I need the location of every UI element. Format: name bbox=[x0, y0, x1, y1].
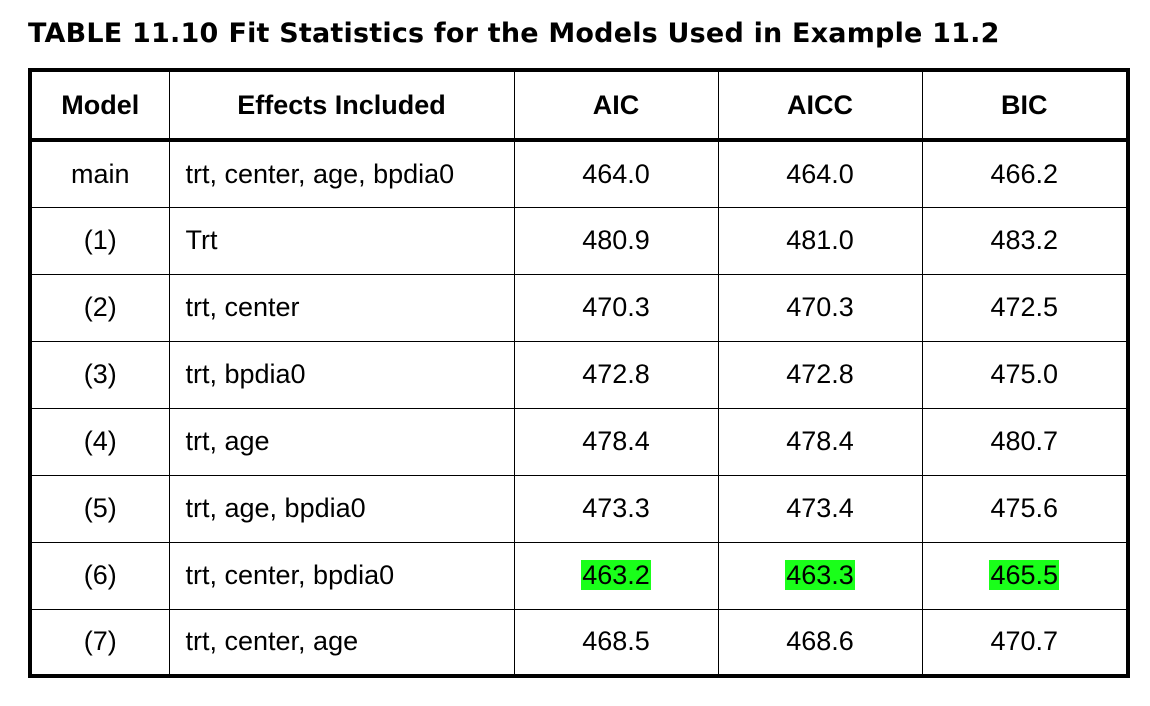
aicc-cell: 481.0 bbox=[717, 206, 923, 275]
effects-cell: Trt bbox=[168, 206, 515, 275]
table-row: (7) trt, center, age 468.5 468.6 470.7 bbox=[29, 608, 1129, 677]
table-row: main trt, center, age, bpdia0 464.0 464.… bbox=[29, 139, 1129, 208]
effects-cell: trt, center, bpdia0 bbox=[168, 541, 515, 610]
table-row: (2) trt, center 470.3 470.3 472.5 bbox=[29, 273, 1129, 342]
table-row: (1) Trt 480.9 481.0 483.2 bbox=[29, 206, 1129, 275]
header-row: Model Effects Included AIC AICC BIC bbox=[29, 69, 1129, 142]
model-cell: (4) bbox=[29, 407, 170, 476]
header-model: Model bbox=[29, 69, 170, 142]
aic-cell: 472.8 bbox=[513, 340, 719, 409]
aic-cell: 470.3 bbox=[513, 273, 719, 342]
table-row-highlighted: (6) trt, center, bpdia0 463.2 463.3 465.… bbox=[29, 541, 1129, 610]
effects-cell: trt, center, age, bpdia0 bbox=[168, 139, 515, 208]
aic-cell: 473.3 bbox=[513, 474, 719, 543]
highlighted-aic-value: 463.2 bbox=[581, 560, 651, 590]
table-row: (4) trt, age 478.4 478.4 480.7 bbox=[29, 407, 1129, 476]
aic-cell: 468.5 bbox=[513, 608, 719, 677]
bic-cell: 465.5 bbox=[921, 541, 1129, 610]
aicc-cell: 470.3 bbox=[717, 273, 923, 342]
bic-cell: 480.7 bbox=[921, 407, 1129, 476]
bic-cell: 475.6 bbox=[921, 474, 1129, 543]
table-row: (5) trt, age, bpdia0 473.3 473.4 475.6 bbox=[29, 474, 1129, 543]
aic-cell: 463.2 bbox=[513, 541, 719, 610]
model-cell: (1) bbox=[29, 206, 170, 275]
aic-cell: 464.0 bbox=[513, 139, 719, 208]
effects-cell: trt, age, bpdia0 bbox=[168, 474, 515, 543]
header-bic: BIC bbox=[921, 69, 1129, 142]
aicc-cell: 478.4 bbox=[717, 407, 923, 476]
header-aicc: AICC bbox=[717, 69, 923, 142]
bic-cell: 470.7 bbox=[921, 608, 1129, 677]
model-cell: (2) bbox=[29, 273, 170, 342]
aicc-cell: 472.8 bbox=[717, 340, 923, 409]
aicc-cell: 464.0 bbox=[717, 139, 923, 208]
header-aic: AIC bbox=[513, 69, 719, 142]
bic-cell: 466.2 bbox=[921, 139, 1129, 208]
header-effects-included: Effects Included bbox=[168, 69, 515, 142]
aic-cell: 480.9 bbox=[513, 206, 719, 275]
effects-cell: trt, bpdia0 bbox=[168, 340, 515, 409]
effects-cell: trt, center, age bbox=[168, 608, 515, 677]
aicc-cell: 473.4 bbox=[717, 474, 923, 543]
model-cell: (6) bbox=[29, 541, 170, 610]
model-cell: (5) bbox=[29, 474, 170, 543]
model-cell: main bbox=[29, 139, 170, 208]
effects-cell: trt, age bbox=[168, 407, 515, 476]
bic-cell: 483.2 bbox=[921, 206, 1129, 275]
model-cell: (3) bbox=[29, 340, 170, 409]
table-row: (3) trt, bpdia0 472.8 472.8 475.0 bbox=[29, 340, 1129, 409]
aicc-cell: 468.6 bbox=[717, 608, 923, 677]
effects-cell: trt, center bbox=[168, 273, 515, 342]
table-number: TABLE 11.10 bbox=[28, 18, 219, 49]
bic-cell: 475.0 bbox=[921, 340, 1129, 409]
model-cell: (7) bbox=[29, 608, 170, 677]
table-caption: TABLE 11.10 Fit Statistics for the Models… bbox=[28, 18, 1000, 49]
highlighted-bic-value: 465.5 bbox=[989, 560, 1060, 590]
aic-cell: 478.4 bbox=[513, 407, 719, 476]
bic-cell: 472.5 bbox=[921, 273, 1129, 342]
table-title: Fit Statistics for the Models Used in Ex… bbox=[228, 18, 1000, 49]
fit-statistics-table: Model Effects Included AIC AICC BIC main… bbox=[28, 68, 1130, 678]
aicc-cell: 463.3 bbox=[717, 541, 923, 610]
highlighted-aicc-value: 463.3 bbox=[785, 560, 855, 590]
